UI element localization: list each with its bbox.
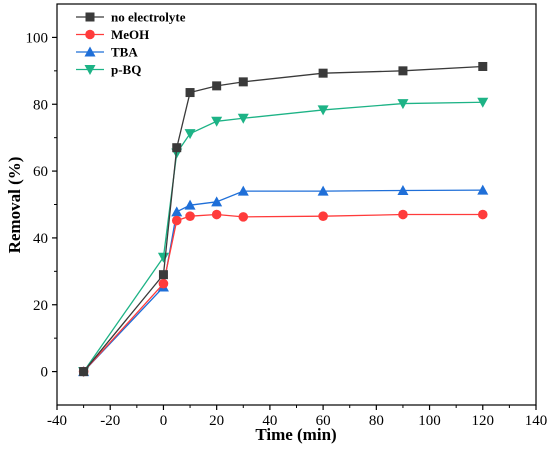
series-tba (78, 184, 489, 377)
y-tick-label: 100 (26, 30, 49, 46)
legend-item-tba: TBA (76, 45, 138, 60)
data-point-no-electrolyte (212, 81, 222, 91)
data-point-p-bq (157, 252, 169, 263)
data-point-p-bq (211, 116, 223, 127)
y-tick-label: 20 (33, 298, 48, 314)
y-tick-label: 60 (33, 164, 48, 180)
series-no-electrolyte (79, 61, 488, 377)
data-point-no-electrolyte (478, 61, 488, 71)
data-point-meoh (477, 209, 488, 220)
series-layer (78, 61, 489, 378)
x-tick-label: 100 (418, 413, 441, 429)
x-tick-label: 120 (472, 413, 495, 429)
data-point-no-electrolyte (398, 66, 408, 76)
x-tick-label: 140 (525, 413, 548, 429)
x-tick-label: 60 (316, 413, 331, 429)
data-point-no-electrolyte (158, 270, 168, 280)
y-tick-label: 80 (33, 97, 48, 113)
legend-item-no-electrolyte: no electrolyte (76, 10, 186, 25)
legend-label-p-bq: p-BQ (111, 62, 141, 77)
legend-marker-no-electrolyte (85, 12, 95, 22)
data-point-meoh (158, 278, 169, 289)
x-tick-label: 0 (160, 413, 168, 429)
data-point-tba (237, 185, 249, 196)
x-tick-label: -20 (100, 413, 120, 429)
data-point-tba (211, 196, 223, 207)
series-line-meoh (83, 213, 483, 373)
data-point-no-electrolyte (172, 143, 182, 153)
data-point-p-bq (184, 129, 196, 140)
legend-marker-meoh (85, 29, 95, 40)
x-axis-title: Time (min) (255, 425, 336, 444)
data-point-p-bq (237, 113, 249, 124)
legend-label-no-electrolyte: no electrolyte (111, 10, 186, 25)
y-tick-label: 40 (33, 231, 48, 247)
legend-label-meoh: MeOH (111, 27, 149, 42)
data-point-p-bq (477, 97, 489, 108)
legend-label-tba: TBA (111, 45, 138, 60)
x-tick-label: -40 (47, 413, 67, 429)
x-tick-label: 40 (262, 413, 277, 429)
series-line-p-bq (83, 101, 483, 372)
legend: no electrolyte MeOH TBA p-BQ (76, 10, 186, 77)
x-tick-label: 80 (369, 413, 384, 429)
legend-item-meoh: MeOH (76, 27, 149, 42)
data-point-p-bq (317, 105, 329, 116)
data-point-meoh (318, 211, 328, 221)
series-line-tba (83, 189, 483, 373)
data-point-tba (477, 184, 489, 195)
legend-item-p-bq: p-BQ (76, 62, 141, 77)
series-meoh (78, 209, 488, 377)
data-point-meoh (211, 209, 222, 220)
series-p-bq (78, 97, 489, 378)
legend-marker-p-bq (84, 65, 96, 75)
data-point-no-electrolyte (318, 68, 328, 78)
axes: -40 -20 0 20 40 60 80 100 120 140 0 20 40 60 80 100 (26, 30, 548, 429)
series-line-no-electrolyte (83, 65, 483, 372)
data-point-meoh (171, 215, 182, 226)
data-point-no-electrolyte (238, 77, 248, 87)
data-point-tba (317, 185, 329, 196)
y-axis-title: Removal (%) (5, 157, 24, 254)
legend-marker-tba (84, 46, 96, 57)
data-point-tba (184, 199, 196, 210)
data-point-meoh (238, 212, 249, 222)
data-point-no-electrolyte (185, 88, 195, 98)
data-point-no-electrolyte (79, 367, 89, 377)
data-point-p-bq (397, 99, 409, 110)
x-tick-label: 20 (209, 413, 224, 429)
data-point-tba (397, 184, 409, 195)
data-point-tba (171, 206, 183, 217)
data-point-meoh (185, 211, 195, 221)
data-point-meoh (398, 209, 408, 220)
y-tick-label: 0 (41, 365, 49, 381)
